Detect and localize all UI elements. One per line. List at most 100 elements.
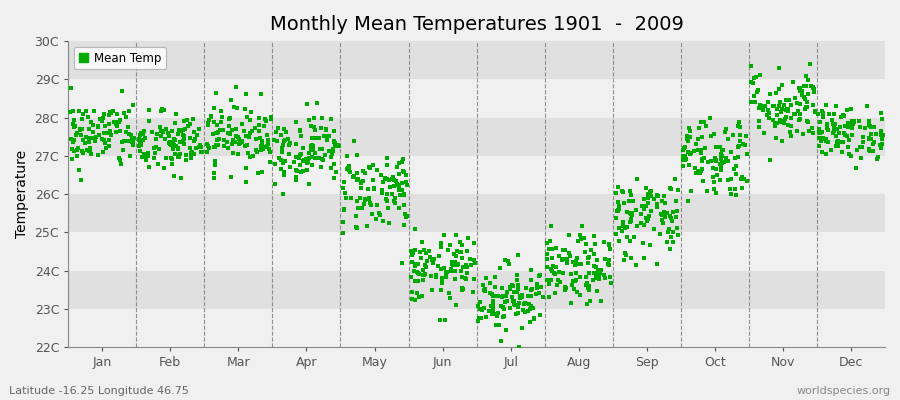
Point	[276, 172, 291, 178]
Point	[594, 298, 608, 304]
Point	[795, 88, 809, 94]
Point	[163, 155, 177, 161]
Point	[271, 125, 285, 132]
Point	[434, 266, 448, 272]
Point	[660, 210, 674, 216]
Point	[276, 137, 291, 144]
Point	[558, 284, 572, 290]
Point	[176, 132, 191, 139]
Point	[154, 128, 168, 134]
Point	[793, 111, 807, 117]
Point	[706, 164, 720, 171]
Point	[511, 344, 526, 350]
Point	[157, 106, 171, 113]
Point	[774, 119, 788, 126]
Point	[238, 91, 253, 97]
Point	[254, 142, 268, 149]
Point	[395, 187, 410, 194]
Point	[610, 208, 625, 214]
Point	[715, 146, 729, 153]
Point	[440, 268, 454, 275]
Point	[230, 104, 244, 111]
Point	[380, 155, 394, 161]
Point	[628, 262, 643, 268]
Point	[496, 306, 510, 313]
Point	[350, 176, 365, 183]
Point	[416, 272, 430, 278]
Point	[370, 202, 384, 208]
Point	[396, 222, 410, 228]
Point	[165, 128, 179, 134]
Y-axis label: Temperature: Temperature	[15, 150, 29, 238]
Point	[226, 137, 240, 143]
Point	[184, 154, 198, 161]
Point	[623, 238, 637, 245]
Point	[471, 303, 485, 310]
Point	[217, 137, 231, 144]
Point	[90, 122, 104, 129]
Point	[509, 289, 524, 295]
Point	[308, 154, 322, 161]
Point	[319, 126, 333, 132]
Point	[290, 168, 304, 175]
Point	[684, 150, 698, 156]
Point	[847, 117, 861, 124]
Point	[738, 142, 752, 148]
Point	[797, 94, 812, 100]
Point	[510, 282, 525, 288]
Point	[208, 130, 222, 137]
Point	[315, 146, 329, 152]
Point	[70, 152, 85, 159]
Point	[564, 282, 579, 288]
Point	[467, 276, 482, 282]
Point	[801, 128, 815, 135]
Point	[611, 225, 625, 231]
Point	[845, 124, 859, 130]
Point	[300, 167, 314, 173]
Point	[590, 257, 604, 264]
Point	[112, 119, 126, 125]
Point	[690, 146, 705, 153]
Point	[582, 254, 597, 260]
Point	[155, 128, 169, 134]
Point	[124, 132, 139, 138]
Point	[281, 136, 295, 142]
Point	[719, 126, 733, 132]
Point	[328, 143, 342, 150]
Point	[454, 287, 469, 294]
Point	[407, 268, 421, 275]
Point	[380, 176, 394, 182]
Point	[821, 127, 835, 134]
Point	[396, 192, 410, 198]
Point	[751, 88, 765, 95]
Point	[274, 166, 288, 172]
Point	[318, 151, 332, 158]
Point	[608, 214, 623, 221]
Point	[680, 138, 695, 144]
Point	[275, 190, 290, 197]
Point	[714, 151, 728, 157]
Point	[858, 125, 872, 132]
Point	[103, 128, 117, 134]
Point	[833, 124, 848, 130]
Point	[766, 116, 780, 123]
Point	[723, 186, 737, 192]
Point	[133, 141, 148, 147]
Point	[91, 124, 105, 130]
Point	[513, 293, 527, 299]
Point	[500, 298, 515, 304]
Point	[616, 189, 630, 195]
Point	[616, 223, 630, 229]
Point	[812, 142, 826, 149]
Point	[303, 147, 318, 153]
Point	[166, 156, 180, 162]
Point	[731, 123, 745, 129]
Point	[874, 131, 888, 138]
Point	[315, 115, 329, 121]
Point	[338, 178, 352, 185]
Point	[807, 86, 822, 92]
Point	[304, 143, 319, 149]
Point	[427, 256, 441, 262]
Point	[866, 148, 880, 154]
Point	[733, 132, 747, 139]
